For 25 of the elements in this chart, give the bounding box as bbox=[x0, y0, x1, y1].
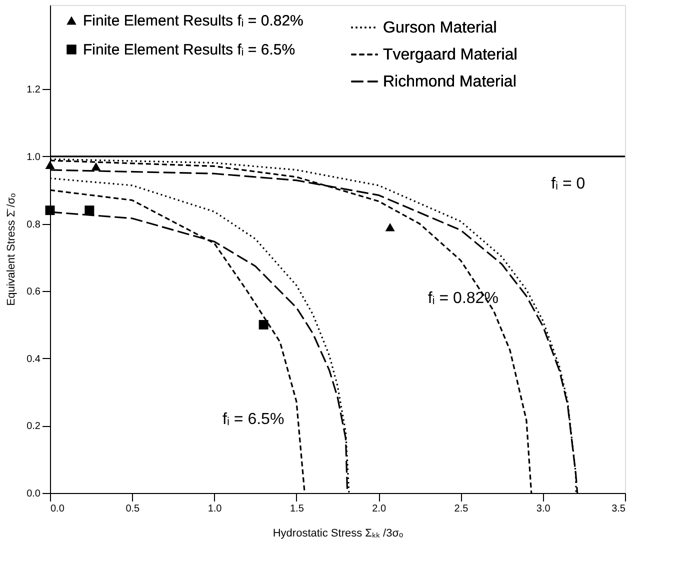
legend-label: Tvergaard Material bbox=[383, 46, 518, 64]
y-tick-label: 0.0 bbox=[26, 488, 41, 500]
legend-label: Finite Element Results fᵢ = 0.82% bbox=[83, 12, 304, 30]
x-tick-label: 0.5 bbox=[126, 504, 140, 514]
annotation: fᵢ = 0 bbox=[551, 175, 586, 192]
legend-label: Finite Element Results fᵢ = 6.5% bbox=[83, 42, 296, 58]
legend-label: Richmond Material bbox=[383, 74, 516, 90]
x-tick-label: 0.0 bbox=[50, 504, 65, 514]
y-axis-title: Equivalent Stress Σ̄ /σₒ bbox=[6, 193, 18, 306]
x-tick-label: 3.5 bbox=[612, 504, 626, 514]
legend-label: Gurson Material bbox=[383, 20, 497, 36]
annotation: fᵢ = 0.82% bbox=[428, 290, 498, 307]
x-tick-label: 3.0 bbox=[536, 504, 551, 514]
y-tick-label: 0.4 bbox=[26, 354, 41, 365]
x-tick-label: 2.0 bbox=[372, 504, 386, 514]
x-tick-label: 1.0 bbox=[208, 504, 222, 514]
y-tick-label: 1.0 bbox=[26, 152, 41, 163]
y-tick-label: 0.2 bbox=[26, 421, 41, 432]
x-tick-label: 2.5 bbox=[454, 504, 469, 514]
y-tick-label: 1.2 bbox=[26, 84, 41, 96]
annotation: fᵢ = 6.5% bbox=[222, 410, 284, 428]
y-tick-label: 0.6 bbox=[26, 286, 41, 298]
x-axis-title: Hydrostatic Stress Σₖₖ /3σₒ bbox=[272, 528, 404, 540]
y-tick-label: 0.8 bbox=[26, 219, 41, 230]
x-tick-label: 1.5 bbox=[290, 504, 304, 514]
